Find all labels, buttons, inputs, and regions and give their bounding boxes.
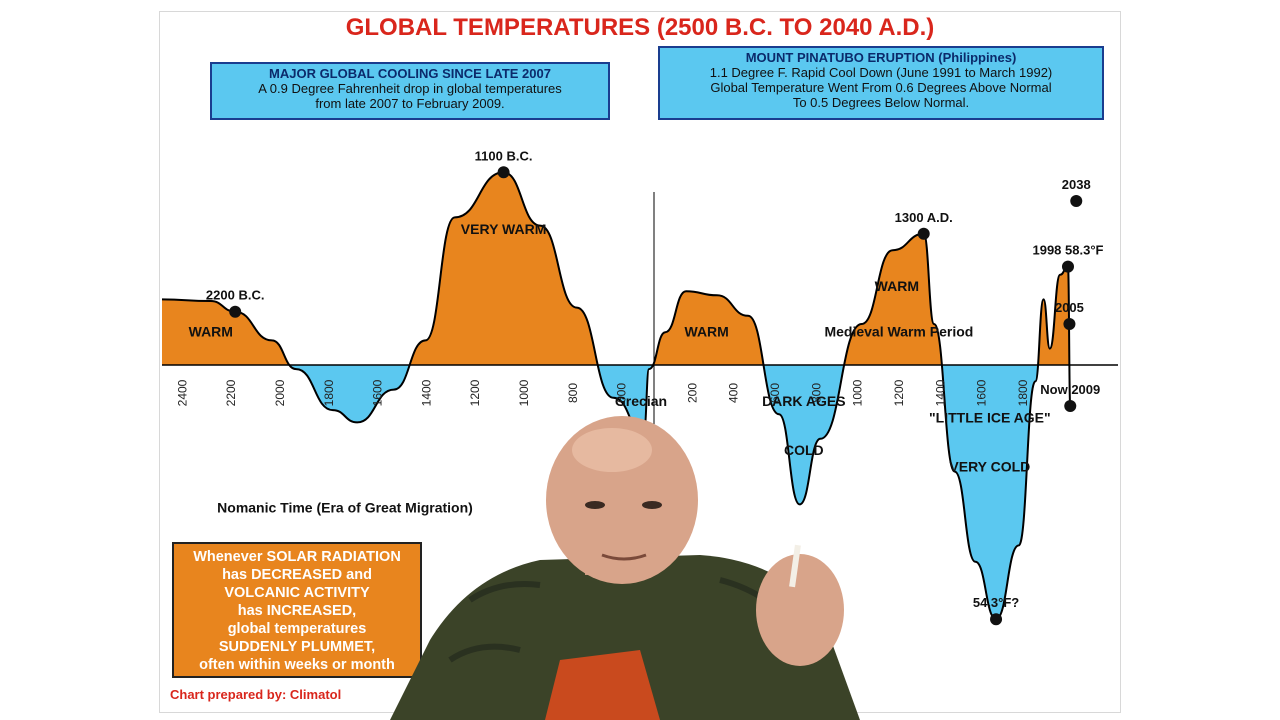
data-point-label: Now 2009 bbox=[1040, 382, 1100, 397]
data-point-label: 1300 A.D. bbox=[895, 210, 953, 225]
region-label: COLD bbox=[784, 442, 824, 458]
x-tick-label: 1200 bbox=[892, 379, 906, 406]
region-label: DARK AGES bbox=[762, 393, 846, 409]
cold-area bbox=[162, 365, 1071, 620]
region-label: VERY COLD bbox=[949, 459, 1030, 475]
pinatubo-box-line: To 0.5 Degrees Below Normal. bbox=[792, 95, 970, 110]
note-line: often within weeks or month bbox=[199, 657, 395, 673]
x-tick-label: 1800 bbox=[322, 379, 336, 406]
data-point-label: 1998 58.3°F bbox=[1032, 243, 1103, 258]
temperature-line bbox=[161, 171, 1072, 621]
data-point bbox=[229, 305, 242, 318]
solar-volcanic-note: Whenever SOLAR RADIATION has DECREASED a… bbox=[172, 542, 422, 678]
cooling-since-2007-box: MAJOR GLOBAL COOLING SINCE LATE 2007 A 0… bbox=[210, 62, 610, 120]
x-tick-label: 1600 bbox=[975, 379, 989, 406]
data-point-label: 2200 B.C. bbox=[206, 288, 265, 303]
chart-title: GLOBAL TEMPERATURES (2500 B.C. TO 2040 A… bbox=[345, 14, 935, 41]
x-tick-label: 1200 bbox=[468, 379, 482, 406]
region-label: "LITTLE ICE AGE" bbox=[929, 409, 1051, 425]
x-tick-label: 1600 bbox=[371, 379, 385, 406]
data-point bbox=[917, 227, 930, 240]
x-tick-label: 1400 bbox=[933, 379, 947, 406]
region-label: Grecian bbox=[615, 393, 667, 409]
pinatubo-box-line: 1.1 Degree F. Rapid Cool Down (June 1991… bbox=[709, 65, 1053, 80]
note-line: global temperatures bbox=[227, 621, 367, 637]
pinatubo-box-line: Global Temperature Went From 0.6 Degrees… bbox=[710, 80, 1052, 95]
note-line: VOLCANIC ACTIVITY bbox=[224, 585, 370, 601]
data-point bbox=[1061, 260, 1074, 273]
region-label: WARM bbox=[189, 323, 233, 339]
pinatubo-box-heading: MOUNT PINATUBO ERUPTION (Philippines) bbox=[745, 50, 1017, 65]
cooling-box-line: from late 2007 to February 2009. bbox=[315, 96, 505, 111]
note-line: Whenever SOLAR RADIATION bbox=[193, 549, 401, 565]
data-point-label: 2005 bbox=[1055, 300, 1084, 315]
pinatubo-box: MOUNT PINATUBO ERUPTION (Philippines) 1.… bbox=[658, 46, 1104, 120]
x-tick-label: 600 bbox=[768, 383, 782, 403]
data-point bbox=[1070, 195, 1083, 207]
cooling-box-line: A 0.9 Degree Fahrenheit drop in global t… bbox=[258, 81, 562, 96]
x-tick-label: 800 bbox=[566, 383, 580, 403]
data-point-label: 2038 bbox=[1062, 177, 1091, 192]
data-point bbox=[1063, 318, 1076, 330]
note-line: SUDDENLY PLUMMET, bbox=[218, 639, 376, 655]
data-point bbox=[497, 166, 510, 179]
x-tick-label: 400 bbox=[727, 383, 741, 403]
x-tick-label: 800 bbox=[809, 383, 823, 403]
x-tick-label: 1000 bbox=[517, 379, 531, 406]
data-point bbox=[1064, 400, 1077, 412]
region-label: WARM bbox=[875, 278, 919, 294]
data-point-label: 54.3°F? bbox=[973, 595, 1019, 610]
note-line: has INCREASED, bbox=[237, 603, 357, 619]
chart-credit: Chart prepared by: Climatol bbox=[170, 687, 342, 702]
warm-area bbox=[162, 172, 1071, 365]
x-tick-label: 1000 bbox=[851, 379, 865, 406]
region-label: Medieval Warm Period bbox=[824, 323, 973, 339]
x-tick-label: 1400 bbox=[419, 379, 433, 406]
x-tick-label: 600 bbox=[615, 383, 629, 403]
x-tick-label: 2400 bbox=[175, 379, 189, 406]
x-tick-label: 2200 bbox=[224, 379, 238, 406]
x-tick-label: 1800 bbox=[1016, 379, 1030, 406]
region-label: VERY WARM bbox=[461, 221, 547, 237]
cooling-box-heading: MAJOR GLOBAL COOLING SINCE LATE 2007 bbox=[269, 66, 551, 81]
x-tick-label: 2000 bbox=[273, 379, 287, 406]
region-label: WARM bbox=[685, 323, 729, 339]
x-tick-label: 200 bbox=[685, 383, 699, 403]
data-point bbox=[990, 613, 1003, 626]
region-label: Nomanic Time (Era of Great Migration) bbox=[217, 500, 473, 516]
data-point-label: 1100 B.C. bbox=[475, 148, 533, 163]
note-line: has DECREASED and bbox=[222, 567, 372, 583]
